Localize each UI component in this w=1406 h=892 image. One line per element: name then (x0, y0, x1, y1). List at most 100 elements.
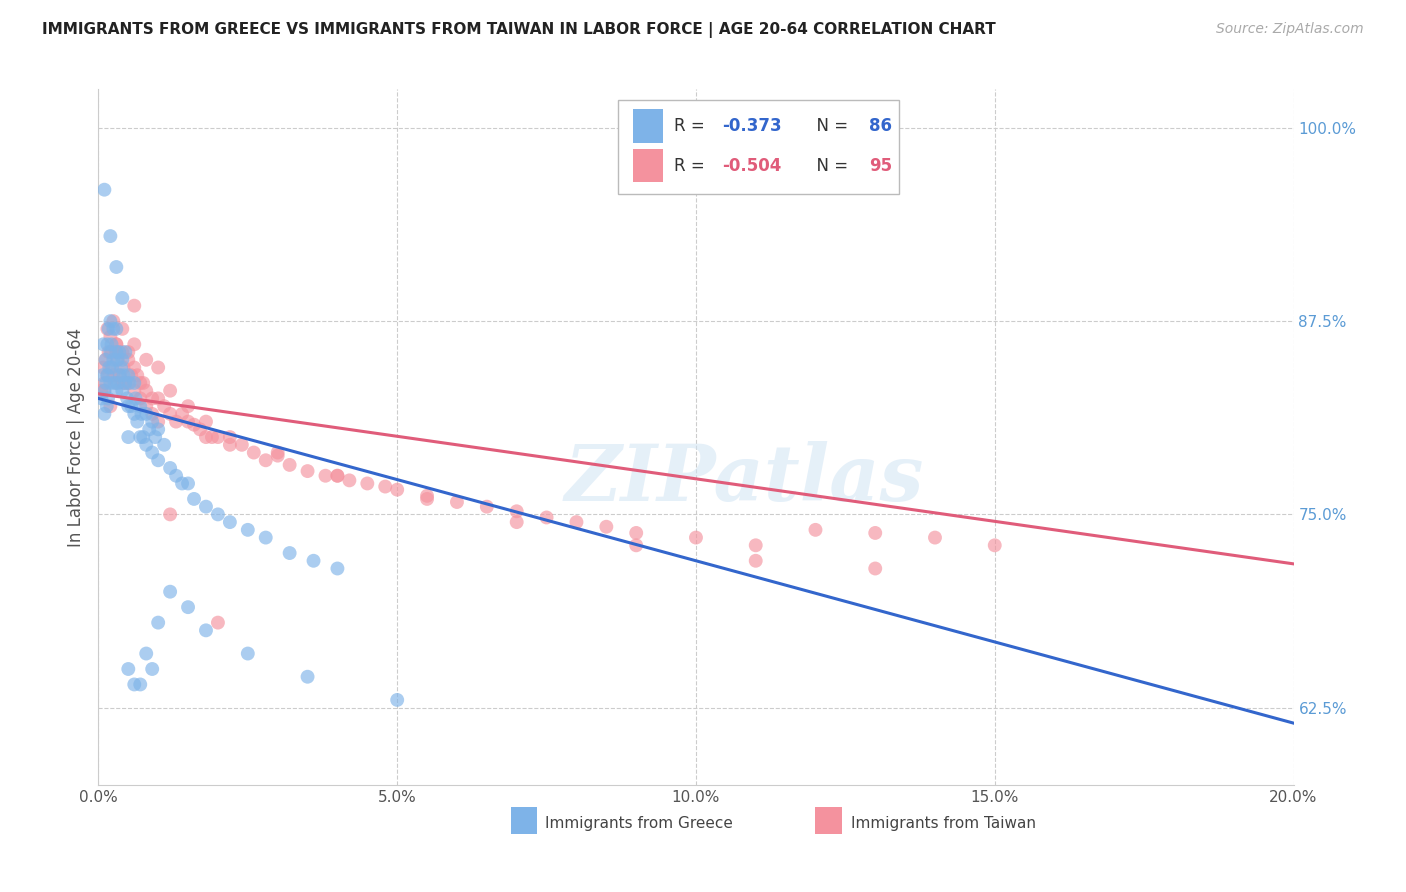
Point (94, 352, 117, 367)
Point (195, 430, 218, 444)
Point (129, 392, 152, 406)
Point (129, 376, 152, 390)
Point (91, 368, 114, 383)
Point (165, 468, 187, 483)
Point (97, 322, 120, 336)
Point (129, 430, 152, 444)
Point (135, 647, 157, 661)
Point (172, 407, 194, 421)
Point (93, 407, 115, 421)
Text: -0.504: -0.504 (723, 157, 782, 175)
Point (97, 345, 120, 359)
Point (219, 515, 242, 529)
Point (111, 376, 134, 390)
Point (117, 376, 139, 390)
Text: Source: ZipAtlas.com: Source: ZipAtlas.com (1216, 22, 1364, 37)
Point (177, 415, 200, 429)
Point (165, 415, 187, 429)
Point (207, 430, 229, 444)
Point (112, 368, 135, 383)
Point (626, 525, 648, 540)
Point (135, 352, 157, 367)
Point (278, 546, 301, 560)
Point (124, 407, 146, 421)
Point (117, 345, 139, 359)
Point (626, 538, 648, 552)
Point (374, 479, 396, 493)
Point (124, 384, 146, 398)
Point (117, 430, 139, 444)
Point (98, 376, 122, 390)
Point (107, 352, 129, 367)
Point (141, 415, 163, 429)
Point (120, 368, 142, 383)
Point (536, 510, 558, 524)
Point (103, 352, 125, 367)
Point (105, 322, 128, 336)
Point (135, 384, 157, 398)
Point (101, 360, 124, 375)
Point (243, 445, 266, 459)
Point (124, 677, 146, 691)
Point (111, 345, 134, 359)
Point (924, 531, 946, 545)
Text: N =: N = (806, 117, 853, 135)
Point (416, 491, 439, 506)
Point (100, 345, 122, 359)
Point (141, 392, 163, 406)
Point (129, 677, 152, 691)
Point (135, 407, 157, 421)
Point (685, 531, 707, 545)
Point (103, 314, 125, 328)
Point (93, 384, 115, 398)
Point (111, 291, 134, 305)
Point (91, 337, 114, 351)
Point (254, 531, 277, 545)
Point (105, 345, 128, 359)
Text: IMMIGRANTS FROM GREECE VS IMMIGRANTS FROM TAIWAN IN LABOR FORCE | AGE 20-64 CORR: IMMIGRANTS FROM GREECE VS IMMIGRANTS FRO… (42, 22, 995, 38)
Point (326, 468, 349, 483)
Bar (815, 807, 842, 834)
Point (745, 538, 768, 552)
Point (96, 376, 118, 390)
Point (148, 615, 170, 630)
Point (207, 508, 229, 522)
Point (183, 491, 205, 506)
Point (219, 430, 242, 444)
Point (98, 399, 122, 413)
Point (219, 438, 242, 452)
Point (91, 360, 114, 375)
Point (111, 322, 134, 336)
Point (207, 615, 229, 630)
Point (107, 352, 129, 367)
Point (108, 345, 131, 359)
Point (127, 415, 149, 429)
Point (177, 476, 200, 491)
Point (98, 229, 122, 244)
Point (183, 417, 205, 432)
Point (117, 368, 139, 383)
Point (506, 504, 529, 518)
Point (107, 376, 129, 390)
Point (143, 430, 166, 444)
Point (159, 584, 181, 599)
Point (118, 376, 141, 390)
Text: Immigrants from Taiwan: Immigrants from Taiwan (852, 815, 1036, 830)
Point (135, 438, 157, 452)
Point (172, 476, 194, 491)
Point (103, 376, 125, 390)
Point (129, 399, 152, 413)
Point (115, 392, 138, 406)
Point (302, 554, 325, 568)
Point (195, 500, 218, 514)
Point (745, 554, 768, 568)
Point (111, 384, 134, 398)
Point (96, 337, 118, 351)
Point (96, 368, 118, 383)
Point (195, 624, 218, 638)
Point (416, 489, 439, 503)
Point (446, 495, 468, 509)
Point (98, 345, 122, 359)
Point (124, 376, 146, 390)
Point (124, 360, 146, 375)
